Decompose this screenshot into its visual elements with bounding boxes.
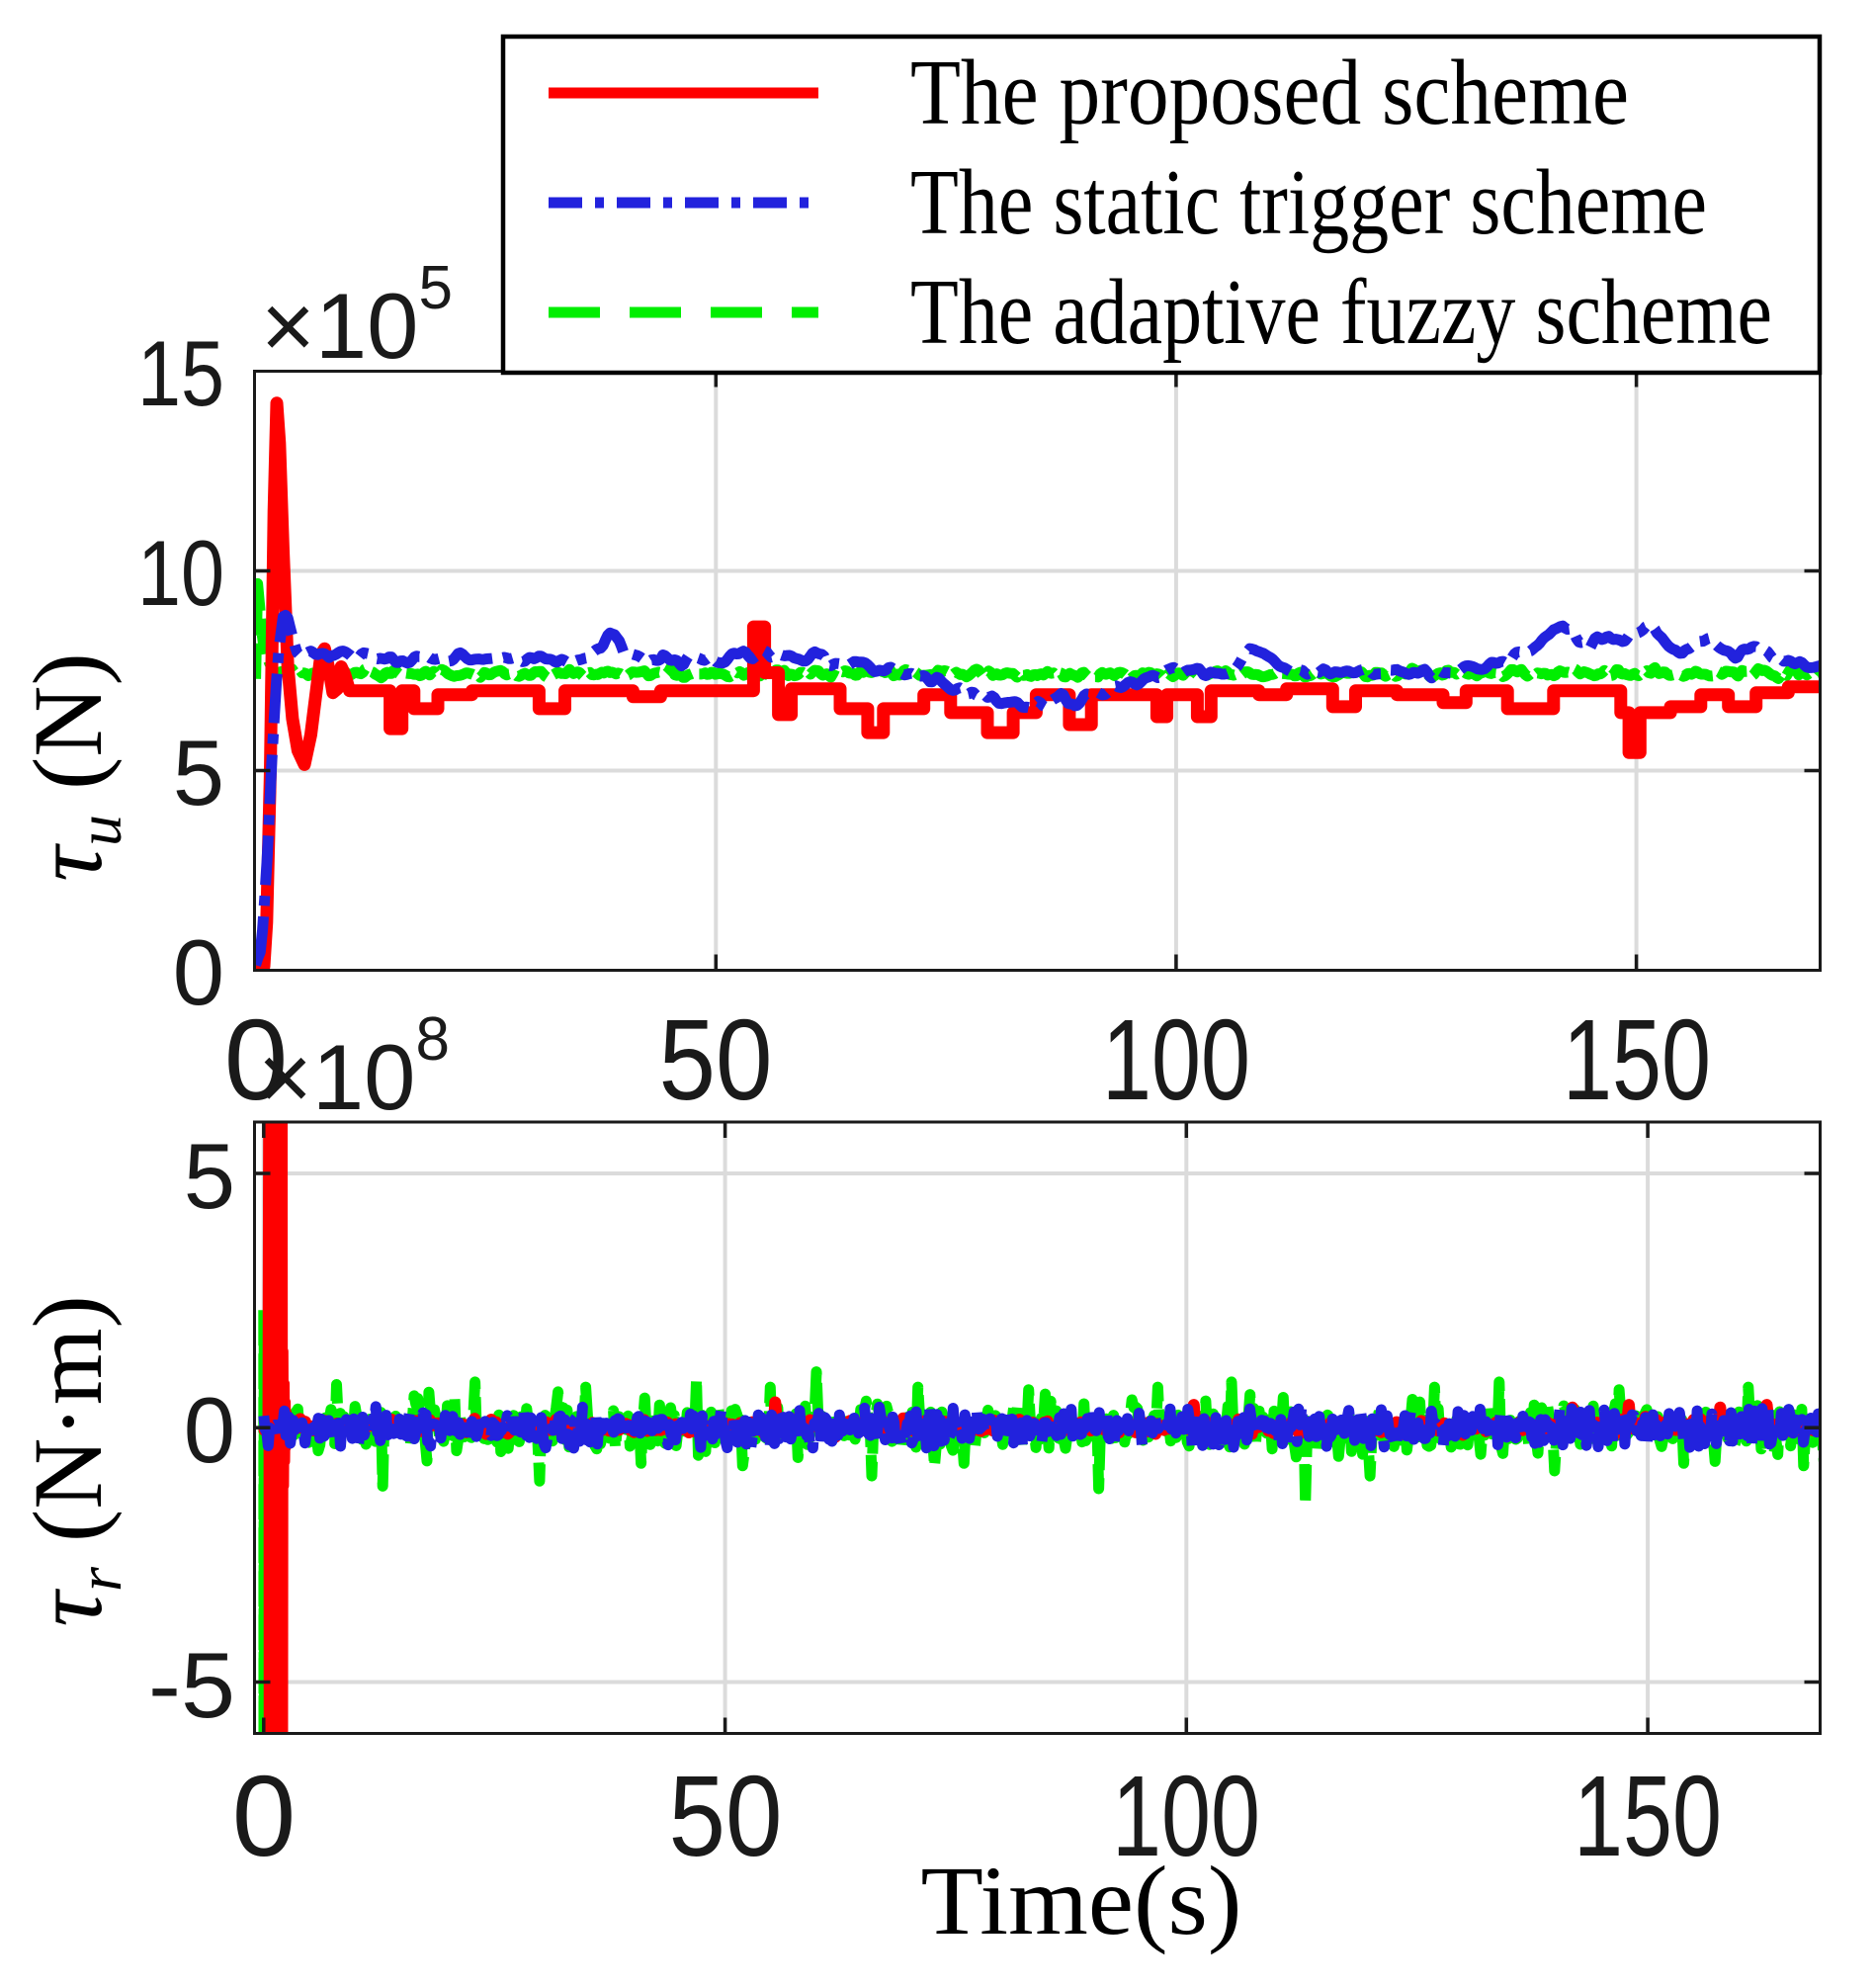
svg-text:100: 100 — [1112, 1752, 1260, 1880]
svg-text:10: 10 — [137, 521, 224, 625]
svg-text:0: 0 — [173, 920, 224, 1024]
svg-text:-5: -5 — [148, 1633, 235, 1737]
svg-text:150: 150 — [1563, 995, 1711, 1124]
svg-text:0: 0 — [232, 1752, 297, 1880]
svg-text:0: 0 — [184, 1378, 235, 1482]
svg-text:The static trigger scheme: The static trigger scheme — [910, 151, 1707, 254]
svg-text:The proposed scheme: The proposed scheme — [910, 42, 1629, 144]
svg-text:5: 5 — [184, 1124, 235, 1228]
svg-text:50: 50 — [659, 995, 773, 1124]
svg-text:0: 0 — [224, 995, 289, 1124]
svg-text:The adaptive fuzzy scheme: The adaptive fuzzy scheme — [910, 261, 1772, 364]
svg-text:Time(s): Time(s) — [921, 1846, 1242, 1955]
svg-text:15: 15 — [137, 321, 224, 425]
svg-text:5: 5 — [173, 721, 224, 824]
svg-text:150: 150 — [1574, 1752, 1722, 1880]
svg-text:50: 50 — [669, 1752, 783, 1880]
svg-text:τr (N·m): τr (N·m) — [13, 1295, 134, 1627]
svg-text:100: 100 — [1102, 995, 1250, 1124]
svg-text:τu (N): τu (N) — [13, 652, 134, 882]
